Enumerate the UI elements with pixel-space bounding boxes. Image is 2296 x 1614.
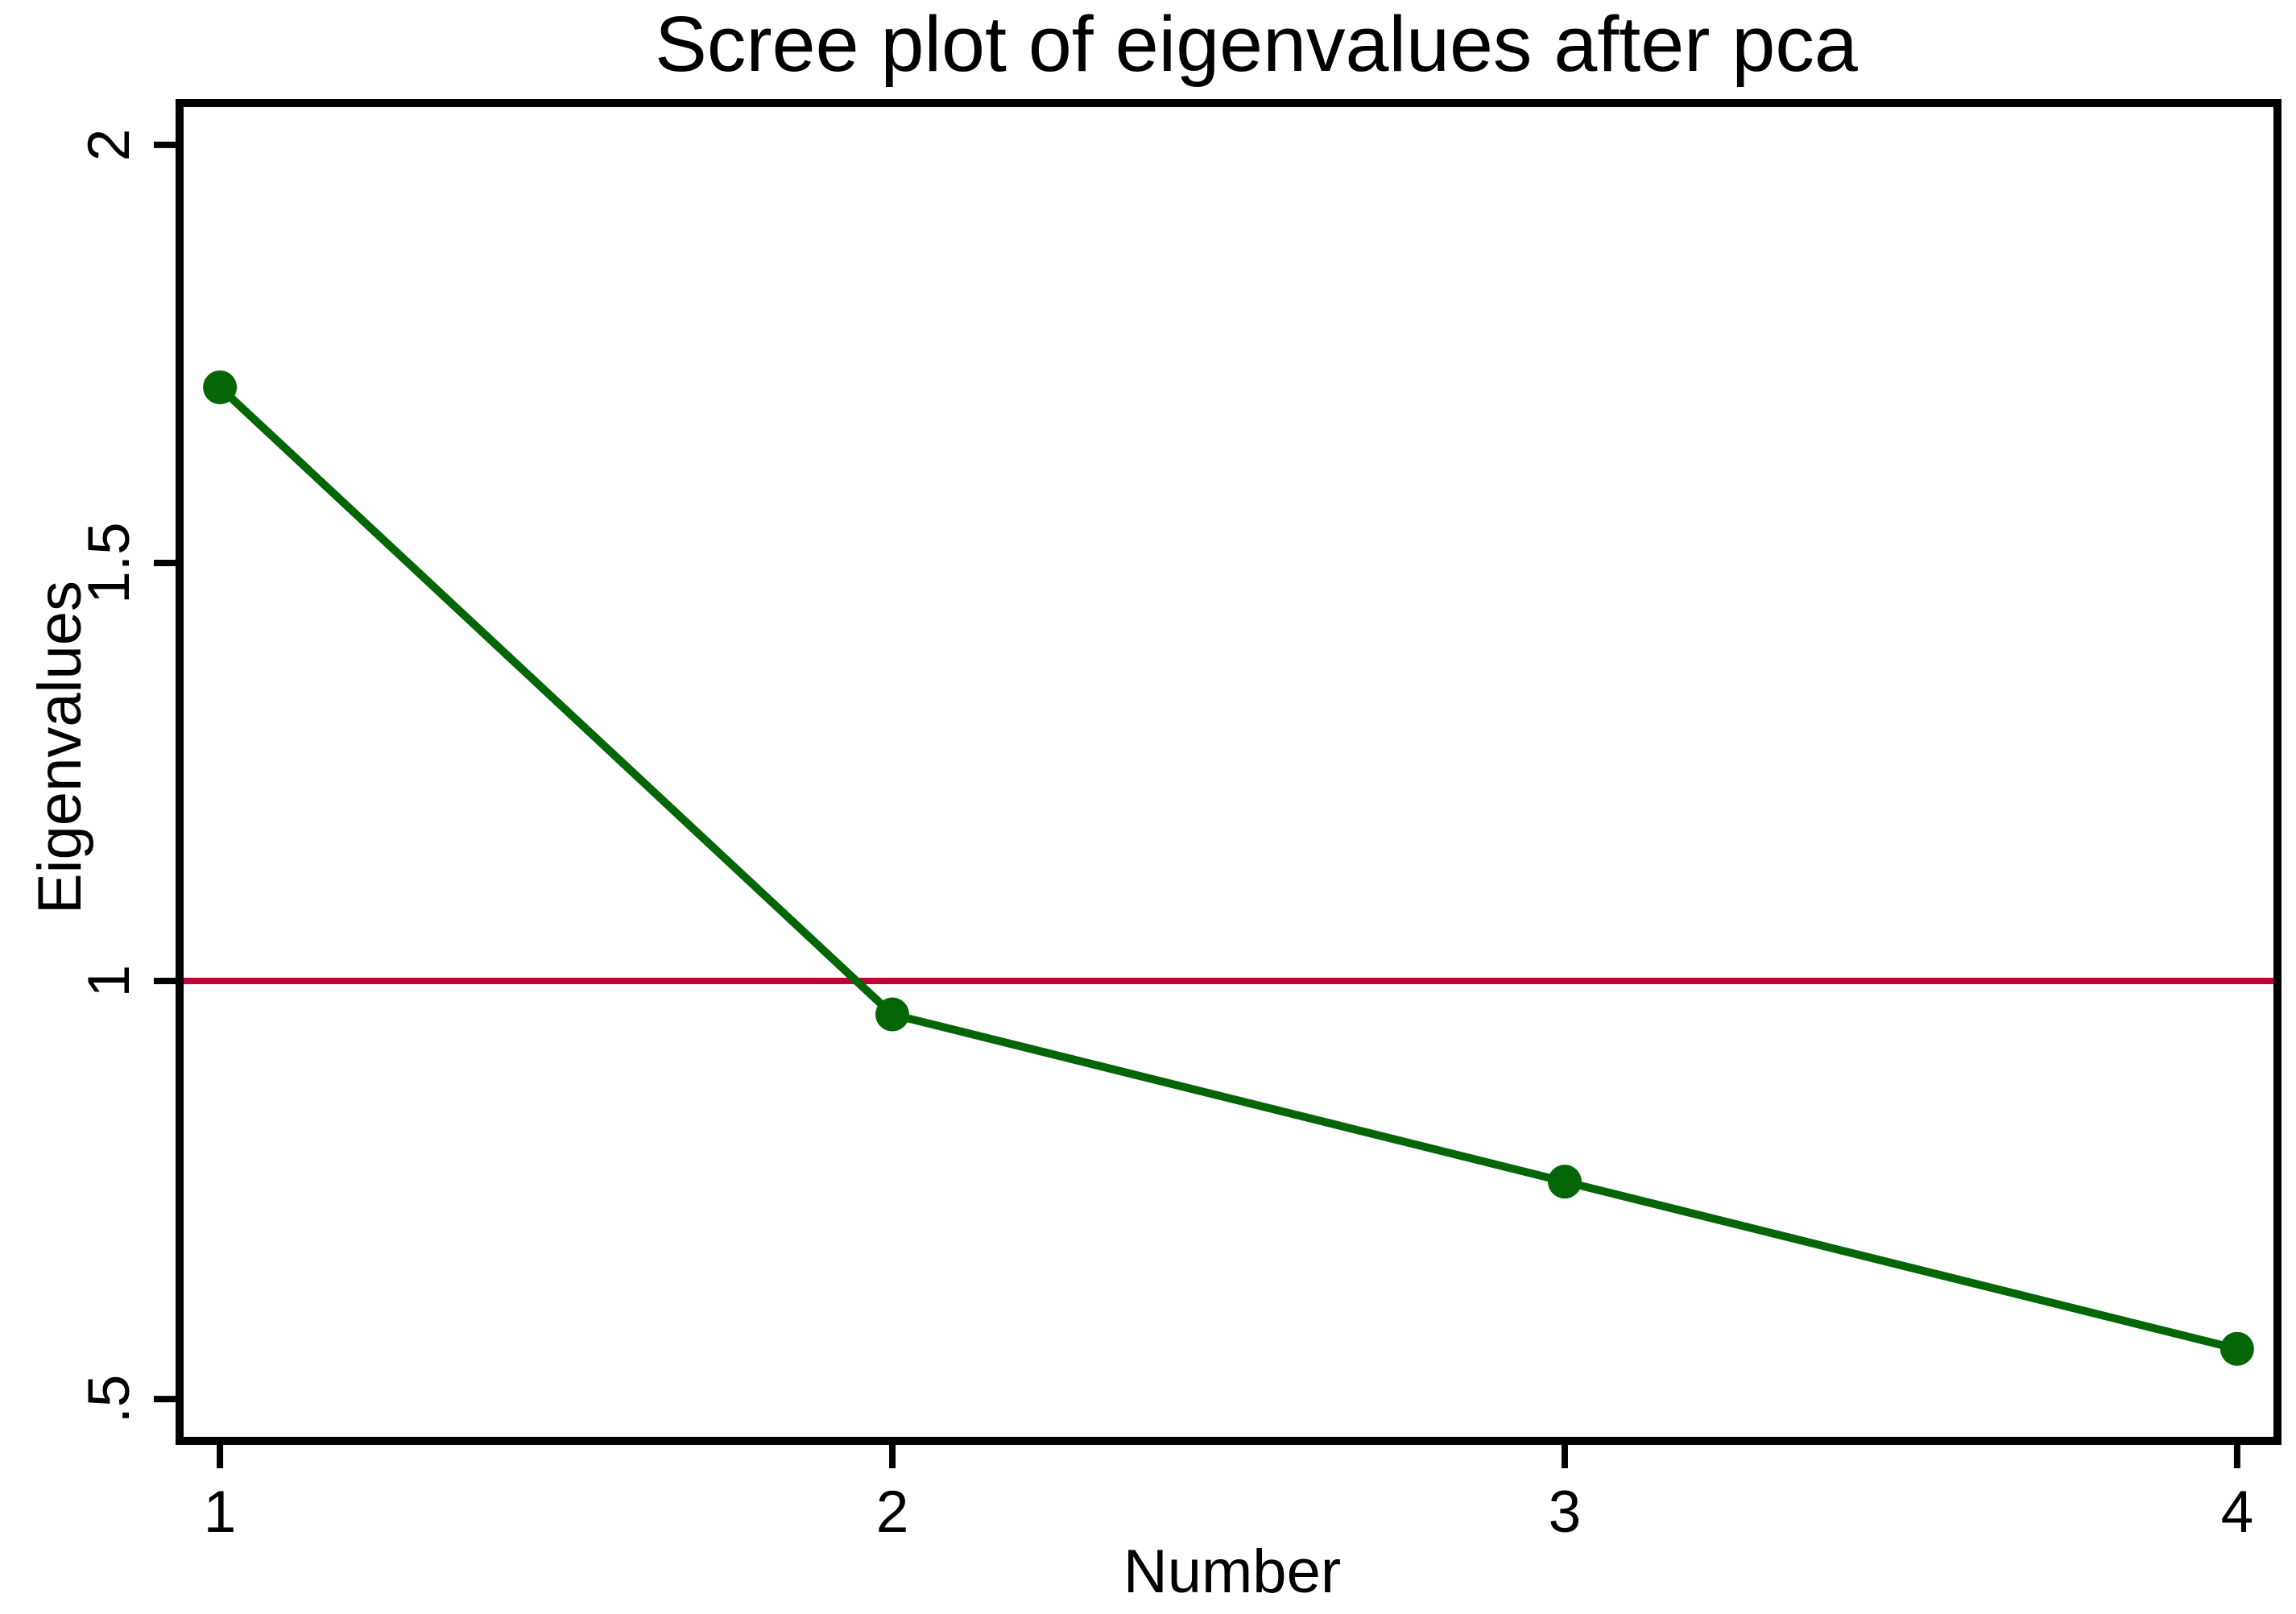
data-point-3 <box>1547 1165 1582 1199</box>
y-axis-title: Eigenvalues <box>26 581 94 914</box>
y-tick-label: .5 <box>77 1375 142 1424</box>
x-tick-label: 2 <box>876 1480 909 1545</box>
x-tick-label: 3 <box>1549 1480 1582 1545</box>
plot-box <box>176 99 2282 1445</box>
x-axis-title: Number <box>1123 1537 1341 1606</box>
chart-title: Scree plot of eigenvalues after pca <box>655 0 1858 88</box>
x-tick-label: 4 <box>2221 1480 2254 1545</box>
y-tick-label: 1 <box>77 965 142 998</box>
series-line <box>217 384 2239 1353</box>
x-tick-label: 1 <box>204 1480 237 1545</box>
generated-chart-elements: .5 1 1.5 2 1 2 3 4 <box>77 99 2282 1545</box>
data-point-4 <box>2219 1331 2254 1366</box>
y-tick-label: 1.5 <box>77 522 142 603</box>
data-point-1 <box>203 370 238 404</box>
data-point-2 <box>875 997 910 1032</box>
y-tick-label: 2 <box>77 129 142 162</box>
